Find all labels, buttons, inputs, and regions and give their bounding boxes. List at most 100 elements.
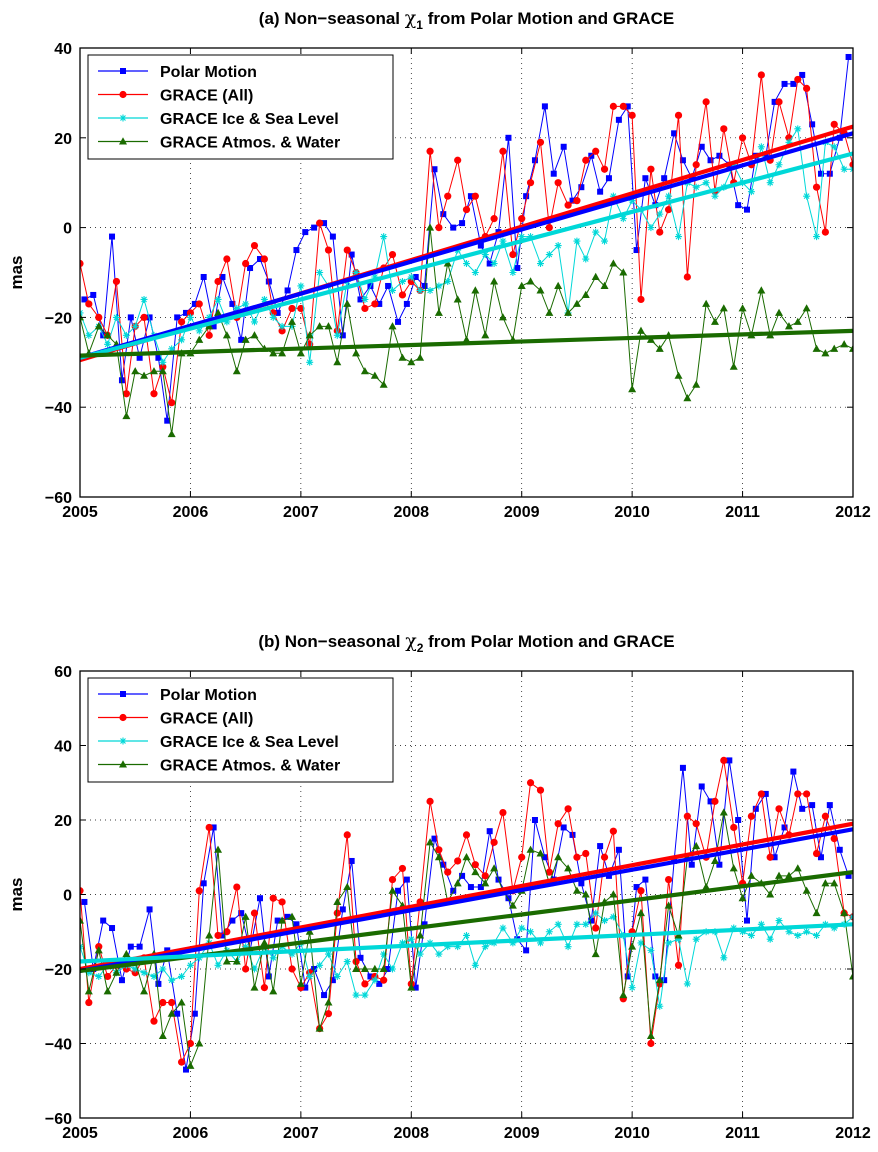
legend-marker [119,760,127,768]
data-point [288,322,296,330]
data-point [554,281,563,289]
data-point [830,835,838,843]
legend-item: GRACE (All) [98,711,253,728]
data-point [554,920,562,928]
data-point [178,336,186,344]
data-point [830,344,839,352]
data-point [802,304,811,312]
data-point [159,358,167,366]
data-point [343,831,351,839]
data-point [361,304,369,313]
data-point [136,354,143,361]
data-point [407,935,415,943]
data-point [730,823,738,832]
data-point [195,887,203,895]
data-point [316,219,324,227]
data-point [509,939,517,947]
data-point [702,299,711,307]
data-point [146,906,153,913]
data-point [628,984,636,992]
data-point [155,354,162,361]
data-point [288,317,297,325]
data-point [321,220,328,227]
data-point [509,250,517,259]
data-point [518,853,526,861]
data-point [205,313,213,321]
x-tick-label: 2009 [504,1125,540,1142]
y-axis-label: mas [7,877,26,911]
data-point [781,824,788,831]
data-point [324,998,333,1006]
data-point [582,156,590,164]
data-point [305,927,314,935]
data-point [140,969,148,977]
data-point [578,880,585,887]
data-point [232,957,241,965]
data-point [398,277,406,285]
data-point [582,849,590,858]
data-point [288,965,296,973]
data-point [803,84,811,93]
data-point [836,846,843,853]
data-point [526,179,535,187]
data-point [601,237,609,245]
data-point [541,103,548,110]
data-point [826,802,833,809]
data-point [560,143,567,150]
data-point [738,134,747,142]
data-point [195,300,203,308]
data-point [545,928,553,936]
data-point [339,906,346,913]
data-point [140,313,148,321]
data-point [775,161,783,169]
data-point [747,188,755,196]
trend-line-path [80,151,853,360]
data-point [269,349,278,357]
data-point [757,790,765,798]
data-point [647,224,655,232]
data-point [200,273,207,280]
data-point [665,939,673,947]
data-point [536,138,545,146]
data-point [545,224,553,232]
data-point [729,362,738,370]
data-point [343,299,352,307]
data-point [288,304,296,313]
x-tick-label: 2008 [393,504,429,521]
data-point [219,932,226,939]
data-point [94,946,103,954]
data-point [260,938,269,946]
legend-item: Polar Motion [98,687,257,704]
data-point [624,103,631,110]
data-point [118,977,125,984]
data-point [388,250,397,259]
data-point [131,965,139,973]
x-tick-label: 2006 [173,504,209,521]
data-point [315,1024,324,1032]
data-point [90,291,97,298]
data-point [536,849,545,857]
data-point [150,390,158,398]
data-point [214,295,222,303]
y-tick-label: −60 [45,490,72,507]
trend-line-path [80,131,853,360]
data-point [628,197,636,205]
y-tick-label: −20 [45,310,72,327]
data-point [416,931,425,939]
data-point [573,237,581,245]
data-point [619,990,628,999]
trend-line [80,827,853,973]
data-point [389,965,397,973]
data-point [333,897,342,905]
data-point [821,879,830,887]
data-point [550,170,557,177]
data-point [122,331,130,339]
data-point [333,327,341,335]
data-point [434,853,443,861]
data-point [168,399,176,407]
data-point [628,111,636,119]
data-point [803,192,811,200]
data-point [545,251,553,259]
data-point [463,260,470,268]
